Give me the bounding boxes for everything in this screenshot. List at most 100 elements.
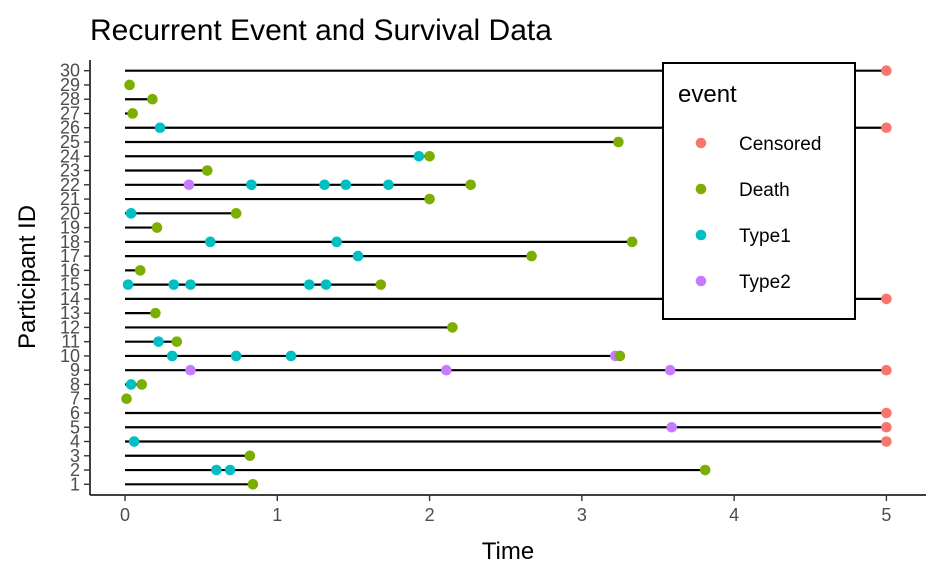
point-death-17: [526, 250, 537, 262]
point-type1-20: [125, 208, 137, 219]
y-tick-label: 6: [70, 403, 80, 423]
legend-label-censored: Censored: [739, 134, 821, 155]
y-tick-label: 29: [60, 75, 80, 95]
point-type2-22: [183, 179, 195, 191]
point-death-22: [465, 179, 476, 191]
point-death-23: [201, 165, 213, 176]
point-type1-22: [383, 179, 394, 191]
point-type1-11: [153, 336, 164, 347]
legend-key-censored: [695, 137, 707, 149]
y-tick-label: 30: [60, 61, 80, 81]
x-ticks: 0 1 2 3 4 5: [120, 495, 891, 525]
point-death-1: [247, 479, 259, 490]
point-censored-30: [881, 65, 892, 76]
point-censored-9: [881, 364, 892, 376]
point-death-3: [244, 450, 256, 462]
legend-label-death: Death: [739, 180, 790, 201]
point-type1-18: [204, 236, 216, 248]
legend-label-type1: Type1: [739, 226, 791, 247]
y-axis-title: Participant ID: [14, 205, 41, 349]
point-censored-26: [881, 122, 892, 134]
y-tick-label: 16: [60, 260, 80, 280]
point-type1-10: [285, 350, 297, 362]
point-type1-22: [340, 179, 352, 191]
legend: event Censored Death Type1 Type2: [662, 62, 856, 320]
point-death-10: [614, 350, 626, 362]
point-type1-26: [154, 122, 166, 134]
point-death-2: [699, 464, 711, 476]
y-ticks: 1234567891011121314151617181920212223242…: [60, 61, 90, 494]
point-death-19: [151, 222, 163, 233]
point-type1-15: [168, 279, 180, 290]
point-censored-4: [881, 436, 892, 447]
chart-title: Recurrent Event and Survival Data: [90, 14, 552, 47]
y-tick-label: 18: [60, 232, 80, 252]
point-censored-14: [881, 293, 892, 305]
x-tick-label: 0: [120, 505, 130, 525]
x-axis-title: Time: [482, 538, 534, 565]
point-death-25: [613, 136, 624, 148]
point-censored-6: [881, 407, 892, 419]
point-type2-9: [441, 364, 452, 376]
y-tick-label: 15: [60, 275, 80, 295]
point-type2-5: [666, 421, 677, 433]
point-type1-10: [166, 350, 178, 362]
y-tick-label: 8: [70, 374, 80, 394]
y-tick-label: 20: [60, 203, 80, 223]
x-tick-label: 1: [272, 505, 282, 525]
x-tick-label: 3: [577, 505, 587, 525]
y-tick-label: 27: [60, 103, 80, 123]
point-type1-8: [125, 379, 137, 390]
point-death-29: [124, 79, 135, 91]
y-tick-label: 25: [60, 132, 80, 152]
point-death-12: [447, 322, 458, 333]
y-tick-label: 28: [60, 89, 80, 109]
legend-key-death: [695, 183, 707, 195]
point-type1-22: [319, 179, 330, 191]
point-death-13: [150, 307, 161, 319]
y-tick-label: 7: [70, 389, 80, 409]
point-death-21: [424, 193, 435, 205]
y-tick-label: 14: [60, 289, 80, 309]
legend-title: event: [678, 81, 737, 108]
y-tick-label: 2: [70, 460, 80, 480]
point-type1-15: [185, 279, 196, 290]
y-tick-label: 12: [60, 317, 80, 337]
y-tick-label: 4: [70, 432, 80, 452]
point-type1-2: [211, 464, 222, 476]
point-type2-9: [185, 364, 196, 376]
legend-box: [662, 62, 856, 320]
point-type1-2: [224, 464, 236, 476]
legend-key-type1: [695, 229, 707, 241]
y-tick-label: 23: [60, 161, 80, 181]
point-type1-15: [303, 279, 315, 290]
point-death-11: [171, 336, 183, 347]
y-tick-label: 17: [60, 246, 80, 266]
y-tick-label: 10: [60, 346, 80, 366]
point-death-24: [424, 150, 435, 162]
point-type1-15: [122, 279, 134, 290]
point-death-18: [626, 236, 638, 248]
y-tick-label: 9: [70, 360, 80, 380]
x-tick-label: 2: [425, 505, 435, 525]
y-tick-label: 3: [70, 446, 80, 466]
y-tick-label: 5: [70, 417, 80, 437]
point-type1-10: [230, 350, 242, 362]
point-death-15: [375, 279, 387, 290]
point-death-27: [127, 108, 138, 119]
point-death-20: [230, 208, 242, 219]
point-type1-18: [331, 236, 342, 248]
point-type1-24: [413, 150, 425, 162]
point-type1-15: [320, 279, 332, 290]
point-death-7: [121, 393, 132, 405]
point-type2-9: [664, 364, 676, 376]
y-tick-label: 26: [60, 118, 80, 138]
legend-label-type2: Type2: [739, 272, 791, 293]
y-tick-label: 19: [60, 218, 80, 238]
y-tick-label: 22: [60, 175, 80, 195]
point-death-28: [147, 93, 158, 105]
point-type1-17: [352, 250, 364, 262]
point-type1-4: [128, 436, 140, 447]
y-tick-label: 11: [61, 332, 80, 352]
